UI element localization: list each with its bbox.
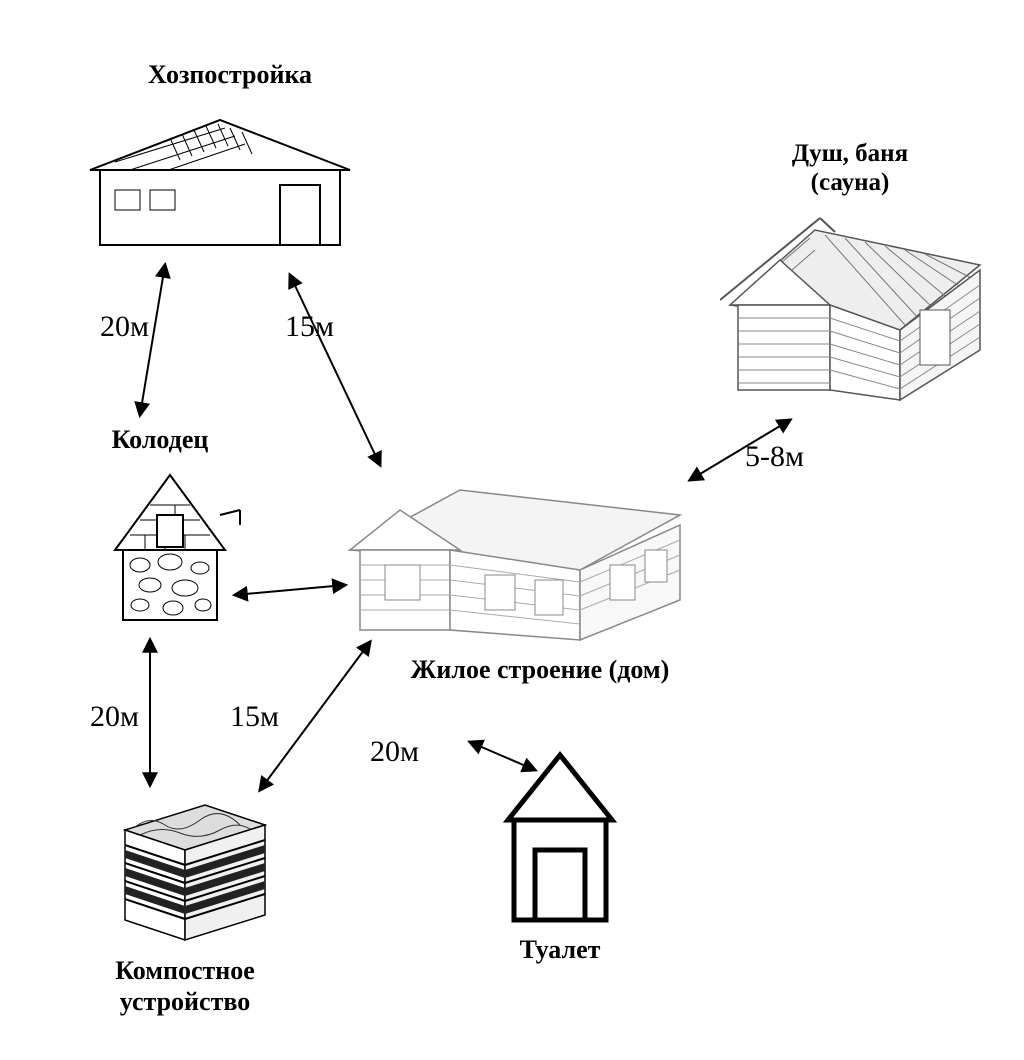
edge-label-house-sauna: 5-8м [745, 440, 804, 474]
well-icon [95, 460, 245, 630]
edge-label-outbuilding-house: 15м [285, 310, 334, 344]
edge-label-house-toilet: 20м [370, 735, 419, 769]
outbuilding-icon [70, 100, 370, 260]
sauna-label: Душ, баня (сауна) [740, 140, 960, 198]
edge-label-outbuilding-well: 20м [100, 310, 149, 344]
compost-icon [110, 795, 280, 945]
sauna-icon [720, 210, 1000, 410]
house-icon [340, 470, 700, 650]
toilet-label: Туалет [490, 935, 630, 965]
house-label: Жилое строение (дом) [360, 655, 720, 685]
toilet-icon [500, 750, 620, 925]
outbuilding-label: Хозпостройка [90, 60, 370, 90]
well-label: Колодец [80, 425, 240, 455]
edge-label-compost-house: 15м [230, 700, 279, 734]
site-layout-diagram: Хозпостройка Колодец [0, 0, 1024, 1060]
compost-label: Компостное устройство [75, 955, 295, 1017]
edge-label-compost-well: 20м [90, 700, 139, 734]
